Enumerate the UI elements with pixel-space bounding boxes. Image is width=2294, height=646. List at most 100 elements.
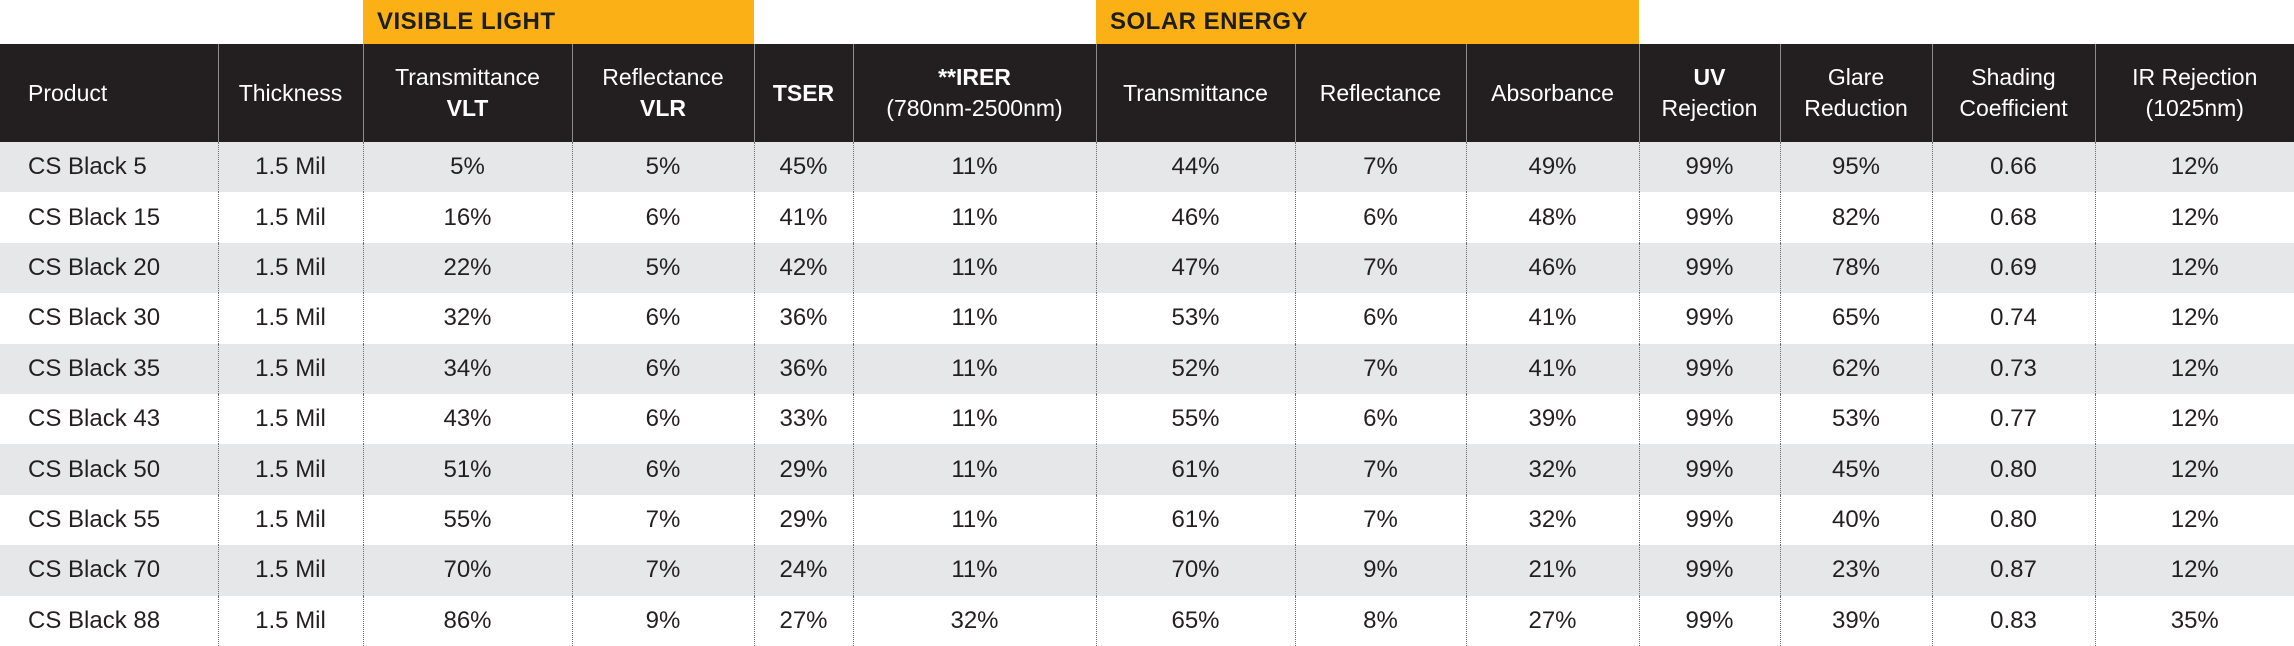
cell-glare-reduction: 40% bbox=[1780, 494, 1933, 546]
cell-irer: 11% bbox=[853, 192, 1097, 243]
cell-vl-transmittance: 70% bbox=[363, 545, 573, 596]
cell-shading-coefficient: 0.74 bbox=[1932, 293, 2096, 344]
cell-thickness: 1.5 Mil bbox=[218, 142, 364, 193]
col-header-irer: **IRER (780nm-2500nm) bbox=[853, 44, 1097, 142]
cell-ir-rejection: 12% bbox=[2095, 444, 2294, 495]
col-header-se-absorbance: Absorbance bbox=[1466, 44, 1640, 142]
cell-se-transmittance: 46% bbox=[1096, 192, 1296, 243]
col-header-se-reflectance: Reflectance bbox=[1295, 44, 1467, 142]
table-row: CS Black 50 1.5 Mil 51% 6% 29% 11% 61% 7% 32% 99%… bbox=[0, 444, 2294, 495]
cell-product: CS Black 5 bbox=[0, 142, 219, 193]
cell-uv-rejection: 99% bbox=[1639, 242, 1781, 294]
table-row: CS Black 15 1.5 Mil 16% 6% 41% 11% 46% 6% 48% 99%… bbox=[0, 192, 2294, 243]
spec-table: Product Thickness Transmittance VLT Refl… bbox=[0, 44, 2294, 646]
cell-shading-coefficient: 0.80 bbox=[1932, 444, 2096, 495]
cell-se-reflectance: 6% bbox=[1295, 192, 1467, 243]
cell-vl-transmittance: 16% bbox=[363, 192, 573, 243]
cell-shading-coefficient: 0.80 bbox=[1932, 494, 2096, 546]
col-header-label: Absorbance bbox=[1491, 79, 1614, 106]
col-header-abbr: VLR bbox=[640, 95, 686, 121]
cell-glare-reduction: 39% bbox=[1780, 595, 1933, 646]
cell-ir-rejection: 12% bbox=[2095, 242, 2294, 294]
table-row: CS Black 55 1.5 Mil 55% 7% 29% 11% 61% 7% 32% 99%… bbox=[0, 494, 2294, 546]
cell-thickness: 1.5 Mil bbox=[218, 343, 364, 394]
cell-se-absorbance: 48% bbox=[1466, 192, 1640, 243]
cell-se-transmittance: 52% bbox=[1096, 343, 1296, 394]
cell-tser: 33% bbox=[754, 393, 854, 445]
cell-se-reflectance: 9% bbox=[1295, 545, 1467, 596]
col-header-label: (1025nm) bbox=[2145, 95, 2244, 121]
col-header-label: Reflectance bbox=[602, 64, 724, 90]
cell-ir-rejection: 12% bbox=[2095, 142, 2294, 193]
cell-glare-reduction: 82% bbox=[1780, 192, 1933, 243]
cell-tser: 36% bbox=[754, 293, 854, 344]
cell-uv-rejection: 99% bbox=[1639, 494, 1781, 546]
cell-uv-rejection: 99% bbox=[1639, 444, 1781, 495]
cell-irer: 11% bbox=[853, 343, 1097, 394]
col-header-label: UV bbox=[1693, 64, 1726, 90]
cell-se-absorbance: 27% bbox=[1466, 595, 1640, 646]
table-row: CS Black 35 1.5 Mil 34% 6% 36% 11% 52% 7% 41% 99%… bbox=[0, 343, 2294, 394]
cell-uv-rejection: 99% bbox=[1639, 545, 1781, 596]
cell-vl-transmittance: 51% bbox=[363, 444, 573, 495]
cell-irer: 11% bbox=[853, 293, 1097, 344]
cell-se-absorbance: 41% bbox=[1466, 343, 1640, 394]
col-header-label: Rejection bbox=[1661, 95, 1758, 121]
col-header-label: TSER bbox=[772, 79, 835, 106]
cell-se-absorbance: 32% bbox=[1466, 494, 1640, 546]
col-header-shading-coefficient: Shading Coefficient bbox=[1932, 44, 2096, 142]
col-header-label: Product bbox=[28, 79, 108, 106]
cell-se-absorbance: 39% bbox=[1466, 393, 1640, 445]
cell-shading-coefficient: 0.87 bbox=[1932, 545, 2096, 596]
cell-thickness: 1.5 Mil bbox=[218, 444, 364, 495]
cell-ir-rejection: 12% bbox=[2095, 545, 2294, 596]
cell-vl-reflectance: 6% bbox=[572, 343, 755, 394]
cell-irer: 32% bbox=[853, 595, 1097, 646]
table-body: CS Black 5 1.5 Mil 5% 5% 45% 11% 44% 7% 49% 99% 95… bbox=[0, 142, 2294, 646]
col-header-label: Reduction bbox=[1804, 95, 1908, 121]
cell-se-transmittance: 61% bbox=[1096, 494, 1296, 546]
cell-tser: 24% bbox=[754, 545, 854, 596]
col-header-ir-rejection: IR Rejection (1025nm) bbox=[2095, 44, 2294, 142]
cell-irer: 11% bbox=[853, 494, 1097, 546]
cell-product: CS Black 15 bbox=[0, 192, 219, 243]
cell-se-absorbance: 49% bbox=[1466, 142, 1640, 193]
cell-shading-coefficient: 0.73 bbox=[1932, 343, 2096, 394]
cell-vl-reflectance: 7% bbox=[572, 494, 755, 546]
cell-se-reflectance: 7% bbox=[1295, 444, 1467, 495]
cell-tser: 29% bbox=[754, 444, 854, 495]
col-header-label: **IRER bbox=[938, 64, 1011, 90]
cell-se-reflectance: 7% bbox=[1295, 343, 1467, 394]
cell-thickness: 1.5 Mil bbox=[218, 545, 364, 596]
col-header-uv-rejection: UV Rejection bbox=[1639, 44, 1781, 142]
cell-vl-transmittance: 34% bbox=[363, 343, 573, 394]
cell-thickness: 1.5 Mil bbox=[218, 494, 364, 546]
col-header-abbr: VLT bbox=[446, 95, 489, 121]
col-header-vl-transmittance: Transmittance VLT bbox=[363, 44, 573, 142]
cell-se-transmittance: 55% bbox=[1096, 393, 1296, 445]
col-header-range: (780nm-2500nm) bbox=[886, 95, 1063, 121]
cell-ir-rejection: 12% bbox=[2095, 343, 2294, 394]
cell-se-transmittance: 53% bbox=[1096, 293, 1296, 344]
cell-se-reflectance: 7% bbox=[1295, 494, 1467, 546]
table-row: CS Black 88 1.5 Mil 86% 9% 27% 32% 65% 8% 27% 99%… bbox=[0, 595, 2294, 646]
col-header-label: Thickness bbox=[238, 79, 343, 106]
cell-tser: 42% bbox=[754, 242, 854, 294]
col-header-se-transmittance: Transmittance bbox=[1096, 44, 1296, 142]
table-row: CS Black 43 1.5 Mil 43% 6% 33% 11% 55% 6% 39% 99%… bbox=[0, 393, 2294, 445]
column-header-row: Product Thickness Transmittance VLT Refl… bbox=[0, 44, 2294, 142]
cell-vl-reflectance: 5% bbox=[572, 242, 755, 294]
col-header-label: Transmittance bbox=[1123, 79, 1268, 106]
cell-ir-rejection: 12% bbox=[2095, 393, 2294, 445]
cell-shading-coefficient: 0.77 bbox=[1932, 393, 2096, 445]
col-header-tser: TSER bbox=[754, 44, 854, 142]
cell-product: CS Black 43 bbox=[0, 393, 219, 445]
cell-vl-reflectance: 7% bbox=[572, 545, 755, 596]
cell-shading-coefficient: 0.66 bbox=[1932, 142, 2096, 193]
cell-se-reflectance: 6% bbox=[1295, 293, 1467, 344]
cell-se-reflectance: 7% bbox=[1295, 142, 1467, 193]
cell-shading-coefficient: 0.68 bbox=[1932, 192, 2096, 243]
cell-vl-transmittance: 32% bbox=[363, 293, 573, 344]
cell-shading-coefficient: 0.83 bbox=[1932, 595, 2096, 646]
